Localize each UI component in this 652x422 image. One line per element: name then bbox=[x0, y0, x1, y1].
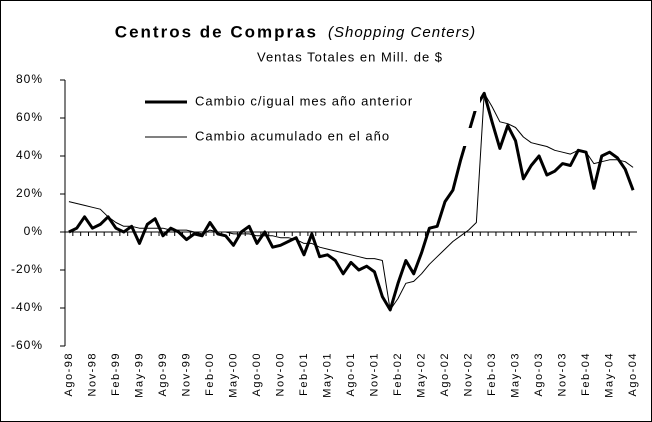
x-tick-label: Nov-03 bbox=[556, 352, 568, 396]
x-tick-label: Feb-04 bbox=[580, 352, 592, 396]
x-tick-label: Nov-02 bbox=[462, 352, 474, 396]
x-tick-label: May-00 bbox=[227, 352, 239, 398]
x-tick-label: May-03 bbox=[509, 352, 521, 398]
series-line bbox=[68, 92, 634, 311]
x-tick-label: Ago-02 bbox=[439, 352, 451, 396]
x-tick-label: Ago-98 bbox=[63, 352, 75, 396]
y-tick-label: -40% bbox=[11, 300, 43, 314]
x-tick-label: Nov-98 bbox=[86, 352, 98, 396]
x-tick-label: May-04 bbox=[603, 352, 615, 398]
legend-bg bbox=[190, 128, 480, 146]
x-tick-label: Nov-00 bbox=[274, 352, 286, 396]
chart-title-note: (Shopping Centers) bbox=[328, 24, 476, 41]
x-tick-label: Feb-02 bbox=[392, 352, 404, 396]
x-tick-label: Nov-99 bbox=[180, 352, 192, 396]
y-tick-label: 0% bbox=[24, 224, 43, 238]
x-tick-label: Ago-99 bbox=[157, 352, 169, 396]
x-tick-label: Feb-00 bbox=[204, 352, 216, 396]
y-tick-label: -20% bbox=[11, 262, 43, 276]
x-tick-label: Ago-04 bbox=[627, 352, 639, 396]
y-tick-label: -60% bbox=[11, 338, 43, 352]
legend-bg bbox=[190, 93, 480, 111]
legend-label: Cambio c/igual mes año anterior bbox=[195, 93, 413, 108]
series-line bbox=[68, 91, 635, 312]
chart-title: Centros de Compras bbox=[115, 22, 318, 41]
x-tick-label: Feb-99 bbox=[110, 352, 122, 396]
x-tick-label: May-02 bbox=[415, 352, 427, 398]
y-tick-label: 20% bbox=[16, 186, 43, 200]
y-tick-label: 60% bbox=[16, 110, 43, 124]
x-tick-label: May-99 bbox=[133, 352, 145, 398]
y-tick-label: 40% bbox=[16, 148, 43, 162]
x-tick-label: Ago-03 bbox=[533, 352, 545, 396]
legend-label: Cambio acumulado en el año bbox=[195, 128, 390, 143]
y-tick-label: 80% bbox=[16, 72, 43, 86]
x-tick-label: Nov-01 bbox=[368, 352, 380, 396]
chart-subtitle: Ventas Totales en Mill. de $ bbox=[257, 49, 443, 64]
x-tick-label: Feb-01 bbox=[298, 352, 310, 396]
x-tick-label: Feb-03 bbox=[486, 352, 498, 396]
x-tick-label: Ago-00 bbox=[251, 352, 263, 396]
x-tick-label: May-01 bbox=[321, 352, 333, 398]
x-tick-label: Ago-01 bbox=[345, 352, 357, 396]
